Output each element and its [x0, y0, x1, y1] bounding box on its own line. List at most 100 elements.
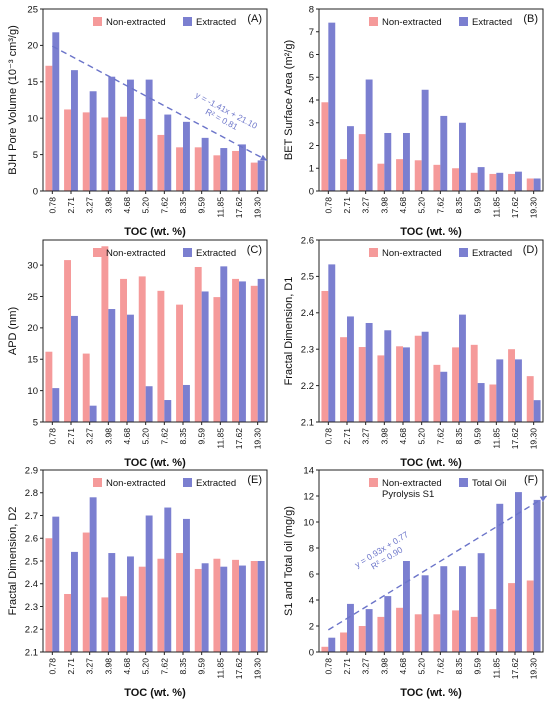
bar-series2-5.20: [421, 575, 429, 652]
x-tick-label: 7.62: [435, 197, 445, 214]
bar-series2-3.98: [384, 132, 392, 191]
bar-series2-2.71: [71, 551, 78, 652]
bar-series1-11.85: [213, 155, 221, 191]
bar-series2-19.30: [257, 278, 265, 422]
x-tick-label: 11.85: [491, 428, 501, 449]
y-tick-label: 2.9: [25, 465, 38, 476]
bar-series2-19.30: [257, 561, 265, 652]
y-tick-label: 7: [309, 27, 314, 38]
bar-series1-11.85: [213, 297, 221, 422]
bar-series2-3.27: [89, 497, 97, 652]
x-tick-label: 2.71: [66, 197, 76, 214]
x-tick-label: 7.62: [435, 428, 445, 445]
bar-series1-8.35: [176, 147, 183, 191]
bar-series2-3.98: [384, 330, 392, 422]
legend-swatch-series2: [459, 478, 468, 487]
y-tick-label: 1: [309, 164, 314, 175]
bar-series1-0.78: [321, 102, 329, 191]
y-tick-label: 10: [27, 114, 38, 125]
bar-series2-5.20: [421, 89, 429, 191]
x-tick-label: 5.20: [141, 428, 151, 445]
x-tick-label: 2.71: [342, 428, 352, 445]
y-tick-label: 15: [27, 77, 38, 88]
y-tick-label: 10: [303, 517, 314, 528]
bar-series2-3.98: [384, 596, 392, 652]
bar-series2-7.62: [164, 114, 172, 191]
y-axis-label: APD (nm): [7, 307, 19, 355]
bar-series2-0.78: [328, 22, 336, 192]
bar-series1-9.59: [194, 266, 202, 422]
legend-swatch-series2: [183, 248, 192, 257]
x-tick-label: 19.30: [253, 197, 263, 219]
legend-swatch-series1: [93, 248, 102, 257]
bar-series1-3.27: [82, 532, 90, 652]
bar-series2-2.71: [347, 316, 354, 422]
bar-series1-19.30: [250, 285, 258, 422]
legend-label-series1: Non-extracted: [382, 478, 442, 489]
bar-series1-2.71: [64, 260, 71, 422]
bar-series2-5.20: [145, 386, 153, 422]
bar-series2-19.30: [533, 499, 541, 652]
bar-series2-4.68: [403, 347, 410, 422]
bar-series2-0.78: [52, 388, 60, 422]
x-tick-label: 9.59: [197, 428, 207, 445]
plot-frame: [318, 239, 544, 423]
bar-series2-17.62: [239, 144, 246, 191]
bar-series1-9.59: [470, 616, 478, 652]
legend-swatch-series2: [459, 248, 468, 257]
y-tick-label: 2.2: [25, 625, 38, 636]
x-tick-label: 0.78: [323, 658, 333, 675]
bar-series1-3.27: [82, 112, 90, 191]
trend-arrowhead: [539, 496, 547, 502]
x-tick-label: 5.20: [141, 197, 151, 214]
bar-series1-8.35: [452, 347, 459, 422]
x-tick-label: 17.62: [510, 197, 520, 219]
x-tick-label: 0.78: [47, 428, 57, 445]
bar-series2-11.85: [220, 148, 228, 191]
y-axis-label: BET Surface Area (m²/g): [283, 40, 295, 160]
y-tick-label: 2.6: [25, 534, 38, 545]
chart-panel-2: 0 1 2 3 4 5 6 7 8 0.78 2.71 3.27 3.98 4.68 5.20 7.62 8.3…: [283, 4, 544, 238]
bar-series1-8.35: [176, 304, 183, 422]
x-tick-label: 17.62: [234, 197, 244, 219]
legend-swatch-series2: [459, 17, 468, 26]
x-axis-label: TOC (wt. %): [400, 687, 462, 699]
bar-series1-4.68: [396, 159, 403, 191]
y-tick-label: 5: [309, 73, 314, 84]
bar-series1-17.62: [232, 278, 239, 422]
plot-frame: [42, 239, 268, 423]
y-tick-label: 0: [309, 186, 314, 197]
bar-series1-3.98: [377, 163, 385, 191]
y-tick-label: 10: [27, 386, 38, 397]
bar-series2-2.71: [347, 603, 354, 652]
y-tick-label: 25: [27, 4, 38, 15]
bar-series1-5.20: [138, 276, 146, 422]
x-tick-label: 11.85: [491, 658, 501, 679]
x-tick-label: 4.68: [122, 197, 132, 214]
x-tick-label: 19.30: [529, 197, 539, 219]
bar-series2-8.35: [183, 384, 190, 422]
x-axis-label: TOC (wt. %): [124, 226, 186, 238]
bar-series1-4.68: [396, 607, 403, 652]
bar-series1-11.85: [489, 173, 497, 191]
x-tick-label: 9.59: [473, 428, 483, 445]
bar-series1-4.68: [120, 278, 127, 422]
x-tick-label: 3.27: [361, 197, 371, 214]
bar-series1-3.98: [101, 597, 109, 652]
bar-series1-9.59: [470, 344, 478, 422]
x-tick-label: 11.85: [215, 428, 225, 449]
bar-series2-19.30: [257, 160, 265, 191]
panel-label: (A): [247, 13, 262, 25]
y-tick-label: 25: [27, 292, 38, 303]
x-tick-label: 7.62: [159, 197, 169, 214]
x-tick-label: 19.30: [253, 428, 263, 450]
y-tick-label: 5: [33, 417, 38, 428]
bar-series2-9.59: [477, 553, 485, 652]
bar-series2-8.35: [183, 121, 190, 191]
bar-series1-3.27: [358, 134, 366, 192]
y-tick-label: 2.5: [301, 272, 314, 283]
x-axis-label: TOC (wt. %): [124, 457, 186, 469]
trend-line: [327, 495, 548, 631]
legend-label-series2: Extracted: [196, 248, 236, 259]
x-tick-label: 7.62: [159, 658, 169, 675]
